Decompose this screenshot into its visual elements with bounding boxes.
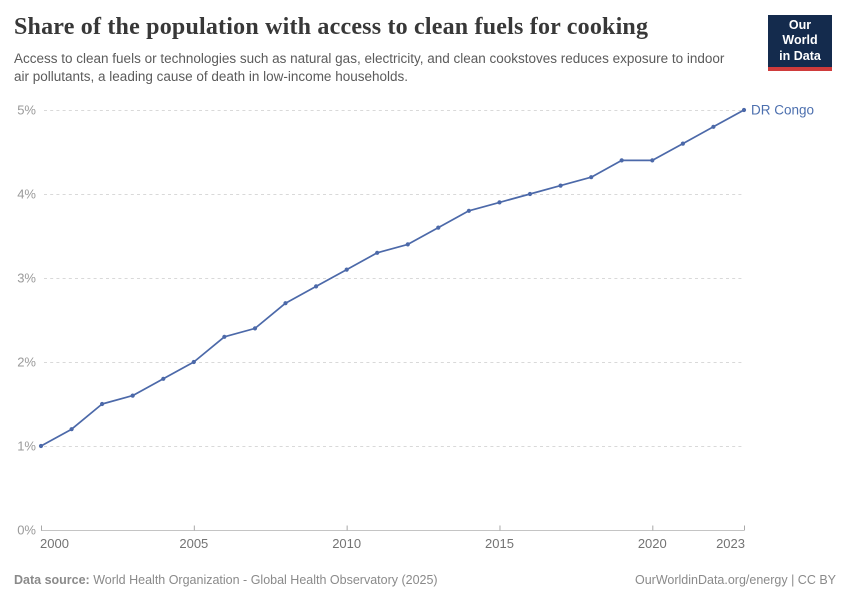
data-source-value: World Health Organization - Global Healt… — [93, 573, 438, 587]
data-line — [40, 109, 745, 447]
x-axis-tick-label: 2023 — [716, 536, 745, 551]
x-axis-tick-label: 2000 — [40, 536, 69, 551]
data-point — [130, 393, 135, 398]
y-axis-tick-label: 5% — [17, 103, 36, 118]
data-point — [161, 376, 166, 381]
data-source-label: Data source: — [14, 573, 90, 587]
page-title: Share of the population with access to c… — [14, 14, 649, 40]
x-axis-tick-label: 2005 — [179, 536, 208, 551]
data-point — [222, 334, 227, 339]
data-point — [558, 183, 563, 188]
owid-logo: Our World in Data — [768, 15, 832, 71]
owid-logo-line1: Our World — [782, 18, 818, 48]
data-point — [680, 141, 686, 146]
data-point — [497, 200, 502, 205]
data-point — [283, 301, 288, 306]
data-point — [741, 107, 747, 113]
data-point — [375, 250, 380, 255]
data-point — [466, 208, 471, 213]
chart-header: Share of the population with access to c… — [0, 0, 850, 87]
data-point — [252, 326, 258, 331]
data-point — [69, 427, 74, 432]
y-axis-tick-label: 4% — [17, 187, 36, 202]
x-axis-tick-label: 2020 — [638, 536, 667, 551]
data-point — [405, 242, 410, 247]
x-axis-tick-label: 2010 — [332, 536, 361, 551]
y-axis-tick-label: 3% — [17, 271, 36, 286]
chart-subtitle: Access to clean fuels or technologies su… — [14, 50, 725, 85]
data-source: Data source: World Health Organization -… — [14, 573, 438, 587]
data-point — [38, 443, 44, 449]
owid-link[interactable]: OurWorldinData.org/energy | CC BY — [634, 573, 836, 587]
data-point — [314, 284, 319, 289]
y-axis-tick-label: 0% — [17, 523, 36, 538]
data-point — [619, 158, 624, 163]
data-point — [711, 124, 716, 129]
x-axis-tick-label: 2015 — [485, 536, 514, 551]
data-point — [100, 401, 105, 407]
owid-logo-line2: in Data — [779, 48, 821, 63]
data-point — [436, 225, 441, 230]
data-point — [589, 175, 594, 180]
y-axis-tick-label: 2% — [17, 355, 36, 370]
y-axis-tick-label: 1% — [17, 439, 36, 454]
series-label: DR Congo — [751, 103, 814, 118]
data-point — [527, 191, 533, 197]
data-point — [191, 359, 196, 365]
data-point — [344, 267, 349, 272]
chart-footer: Data source: World Health Organization -… — [14, 573, 836, 587]
data-point — [650, 158, 655, 163]
